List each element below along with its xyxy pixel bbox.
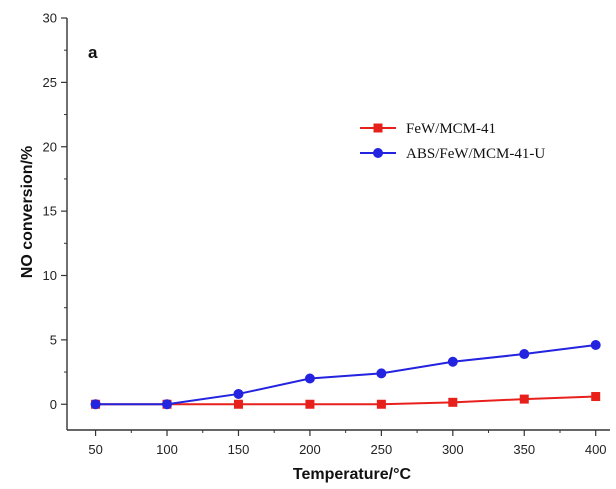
axes	[66, 18, 610, 431]
data-point	[519, 349, 530, 360]
series-group	[90, 340, 601, 410]
y-axis-ticks: 0 5 10 15 20 25 30	[43, 11, 67, 412]
y-tick-label: 15	[43, 204, 57, 219]
legend: FeW/MCM-41 ABS/FeW/MCM-41-U	[360, 121, 545, 162]
legend-marker	[373, 148, 383, 158]
y-tick-label: 5	[50, 332, 57, 347]
x-tick-label: 300	[442, 442, 464, 457]
x-axis-ticks: 50 100 150 200 250 300 350 400	[88, 430, 607, 457]
data-point	[162, 399, 173, 410]
legend-item: FeW/MCM-41	[360, 121, 496, 137]
legend-marker	[373, 123, 383, 133]
panel-label: a	[88, 43, 98, 62]
y-axis-title: NO conversion/%	[19, 146, 36, 278]
x-tick-label: 400	[585, 442, 607, 457]
legend-item: ABS/FeW/MCM-41-U	[360, 146, 545, 162]
y-tick-label: 30	[43, 11, 57, 26]
x-axis-title: Temperature/°C	[293, 466, 412, 483]
y-tick-label: 20	[43, 139, 57, 154]
x-tick-label: 100	[156, 442, 178, 457]
y-tick-label: 25	[43, 75, 57, 90]
series-line	[95, 344, 596, 406]
y-tick-label: 0	[50, 397, 57, 412]
x-tick-label: 250	[371, 442, 393, 457]
x-tick-label: 150	[228, 442, 250, 457]
x-tick-label: 200	[299, 442, 321, 457]
data-point	[233, 399, 243, 409]
x-tick-label: 350	[513, 442, 535, 457]
data-point	[590, 340, 601, 351]
series-2	[90, 340, 601, 410]
data-point	[305, 399, 315, 409]
data-point	[519, 394, 529, 404]
data-point	[233, 388, 244, 399]
data-point	[448, 397, 458, 407]
data-point	[90, 399, 101, 410]
x-tick-label: 50	[88, 442, 102, 457]
legend-label: FeW/MCM-41	[406, 121, 496, 137]
series-line	[95, 395, 596, 406]
data-point	[376, 399, 386, 409]
y-tick-label: 10	[43, 268, 57, 283]
data-point	[447, 356, 458, 367]
data-point	[376, 368, 387, 379]
data-point	[304, 373, 315, 384]
data-point	[591, 392, 601, 402]
legend-label: ABS/FeW/MCM-41-U	[406, 146, 545, 162]
